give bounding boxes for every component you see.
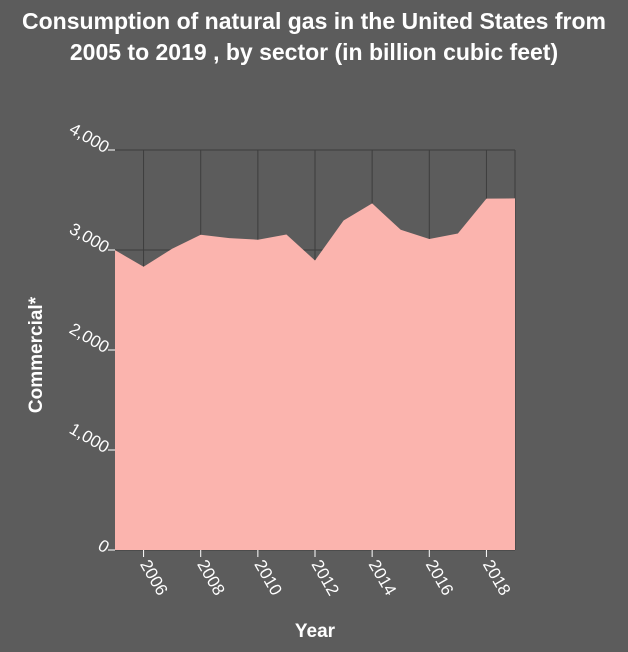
y-tick-label: 1,000 xyxy=(66,419,112,457)
y-axis-label: Commercial* xyxy=(26,296,47,413)
x-tick-label: 2008 xyxy=(193,557,228,599)
x-tick-label: 2018 xyxy=(479,557,514,599)
x-tick-label: 2010 xyxy=(250,557,285,599)
x-axis-label: Year xyxy=(295,621,336,642)
y-tick-label: 0 xyxy=(95,536,113,557)
y-tick-label: 3,000 xyxy=(66,219,112,257)
y-tick-label: 4,000 xyxy=(66,119,112,157)
chart-title: Consumption of natural gas in the United… xyxy=(22,8,606,65)
y-tick-label: 2,000 xyxy=(66,319,112,357)
x-tick-label: 2014 xyxy=(365,557,400,599)
area-series xyxy=(115,198,515,550)
x-tick-label: 2006 xyxy=(136,557,171,599)
x-tick-label: 2012 xyxy=(308,557,343,599)
x-tick-label: 2016 xyxy=(422,557,457,599)
